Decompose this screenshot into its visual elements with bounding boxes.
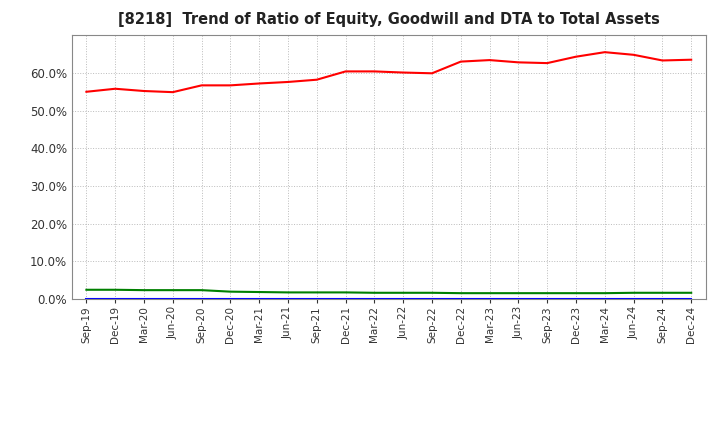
- Equity: [341, 69, 350, 74]
- Equity: [284, 79, 292, 84]
- Goodwill: [341, 297, 350, 302]
- Goodwill: [514, 297, 523, 302]
- Goodwill: [485, 297, 494, 302]
- Goodwill: [629, 297, 638, 302]
- Goodwill: [600, 297, 609, 302]
- Deferred Tax Assets: [168, 287, 177, 293]
- Equity: [543, 60, 552, 66]
- Equity: [370, 69, 379, 74]
- Goodwill: [370, 297, 379, 302]
- Deferred Tax Assets: [485, 290, 494, 296]
- Equity: [572, 54, 580, 59]
- Line: Equity: Equity: [86, 52, 691, 92]
- Goodwill: [543, 297, 552, 302]
- Goodwill: [312, 297, 321, 302]
- Equity: [197, 83, 206, 88]
- Deferred Tax Assets: [140, 287, 148, 293]
- Deferred Tax Assets: [572, 290, 580, 296]
- Goodwill: [284, 297, 292, 302]
- Equity: [111, 86, 120, 92]
- Deferred Tax Assets: [197, 287, 206, 293]
- Deferred Tax Assets: [370, 290, 379, 295]
- Equity: [82, 89, 91, 95]
- Line: Deferred Tax Assets: Deferred Tax Assets: [86, 290, 691, 293]
- Deferred Tax Assets: [428, 290, 436, 295]
- Equity: [312, 77, 321, 82]
- Deferred Tax Assets: [600, 290, 609, 296]
- Goodwill: [226, 297, 235, 302]
- Equity: [687, 57, 696, 62]
- Goodwill: [255, 297, 264, 302]
- Goodwill: [572, 297, 580, 302]
- Equity: [399, 70, 408, 75]
- Equity: [226, 83, 235, 88]
- Deferred Tax Assets: [399, 290, 408, 295]
- Title: [8218]  Trend of Ratio of Equity, Goodwill and DTA to Total Assets: [8218] Trend of Ratio of Equity, Goodwil…: [118, 12, 660, 27]
- Deferred Tax Assets: [312, 290, 321, 295]
- Deferred Tax Assets: [111, 287, 120, 293]
- Equity: [629, 52, 638, 58]
- Deferred Tax Assets: [629, 290, 638, 295]
- Deferred Tax Assets: [82, 287, 91, 293]
- Goodwill: [197, 297, 206, 302]
- Deferred Tax Assets: [543, 290, 552, 296]
- Goodwill: [428, 297, 436, 302]
- Equity: [428, 71, 436, 76]
- Equity: [140, 88, 148, 94]
- Equity: [456, 59, 465, 64]
- Deferred Tax Assets: [687, 290, 696, 295]
- Equity: [485, 58, 494, 63]
- Deferred Tax Assets: [226, 289, 235, 294]
- Goodwill: [658, 297, 667, 302]
- Deferred Tax Assets: [341, 290, 350, 295]
- Goodwill: [168, 297, 177, 302]
- Deferred Tax Assets: [658, 290, 667, 295]
- Equity: [600, 50, 609, 55]
- Goodwill: [456, 297, 465, 302]
- Equity: [255, 81, 264, 86]
- Equity: [658, 58, 667, 63]
- Goodwill: [399, 297, 408, 302]
- Deferred Tax Assets: [514, 290, 523, 296]
- Deferred Tax Assets: [284, 290, 292, 295]
- Deferred Tax Assets: [255, 290, 264, 295]
- Goodwill: [82, 297, 91, 302]
- Goodwill: [687, 297, 696, 302]
- Equity: [514, 60, 523, 65]
- Equity: [168, 89, 177, 95]
- Deferred Tax Assets: [456, 290, 465, 296]
- Goodwill: [140, 297, 148, 302]
- Goodwill: [111, 297, 120, 302]
